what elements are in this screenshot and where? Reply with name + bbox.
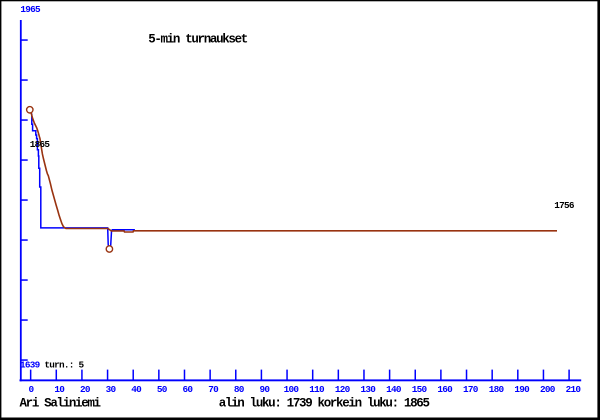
svg-text:1965: 1965 <box>20 4 41 15</box>
svg-text:210: 210 <box>566 384 582 395</box>
svg-text:130: 130 <box>360 384 376 395</box>
svg-text:30: 30 <box>106 384 117 395</box>
svg-text:80: 80 <box>234 384 245 395</box>
svg-text:0: 0 <box>28 384 34 395</box>
svg-text:110: 110 <box>309 384 325 395</box>
svg-text:150: 150 <box>412 384 428 395</box>
svg-text:90: 90 <box>259 384 270 395</box>
svg-text:10: 10 <box>54 384 65 395</box>
svg-text:120: 120 <box>335 384 351 395</box>
svg-text:1639 turn.: 5: 1639 turn.: 5 <box>20 359 85 370</box>
svg-text:5-min turnaukset: 5-min turnaukset <box>148 32 248 46</box>
svg-text:160: 160 <box>437 384 453 395</box>
svg-text:40: 40 <box>131 384 142 395</box>
svg-text:alin luku: 1739 korkein luku:: alin luku: 1739 korkein luku: 1865 <box>219 397 430 411</box>
svg-text:100: 100 <box>284 384 300 395</box>
svg-text:70: 70 <box>208 384 219 395</box>
svg-text:180: 180 <box>489 384 505 395</box>
svg-text:170: 170 <box>463 384 479 395</box>
svg-text:190: 190 <box>514 384 530 395</box>
svg-text:Ari Saliniemi: Ari Saliniemi <box>20 397 101 411</box>
svg-text:1756: 1756 <box>554 200 575 211</box>
svg-text:1865: 1865 <box>30 139 51 150</box>
svg-text:20: 20 <box>80 384 91 395</box>
svg-text:140: 140 <box>386 384 402 395</box>
svg-text:60: 60 <box>183 384 194 395</box>
svg-text:50: 50 <box>157 384 168 395</box>
svg-text:200: 200 <box>540 384 556 395</box>
